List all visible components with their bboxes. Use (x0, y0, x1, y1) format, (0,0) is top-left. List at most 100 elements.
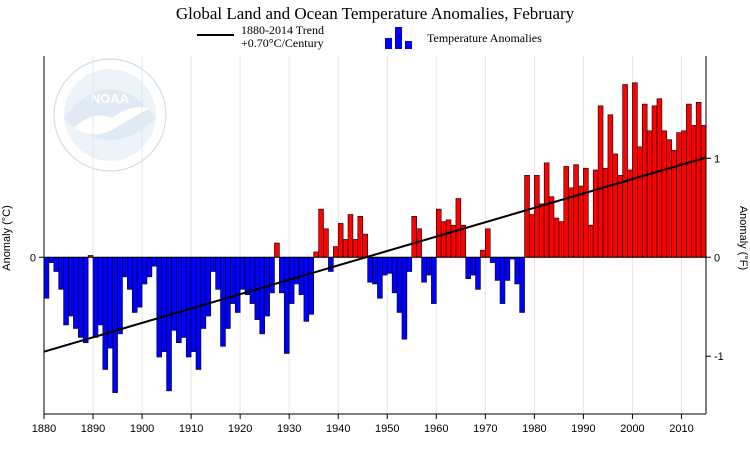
bar-1970 (485, 228, 491, 258)
left-axis-label: Anomaly (°C) (1, 205, 13, 271)
bar-2013 (695, 102, 702, 258)
legend: 1880-2014 Trend +0.70°C/Century Temperat… (197, 23, 542, 50)
bar-1901 (146, 256, 153, 278)
bar-1945 (362, 233, 368, 258)
right-tick-label-0: 0 (714, 252, 720, 264)
x-tick-label-1880: 1880 (32, 423, 56, 435)
bar-1920 (239, 256, 246, 290)
bar-1978 (524, 175, 530, 258)
bar-1955 (411, 216, 417, 258)
bar-1904 (161, 256, 167, 352)
bar-1912 (200, 256, 207, 329)
bar-1968 (475, 256, 481, 290)
bar-1972 (494, 256, 501, 281)
bar-1883 (58, 256, 64, 290)
bar-1928 (279, 256, 285, 294)
bar-1915 (215, 256, 221, 290)
left-tick-label-0: 0 (30, 252, 36, 264)
bar-1907 (176, 256, 182, 344)
trend-line (43, 156, 707, 353)
bar-1982 (543, 162, 550, 258)
bar-1976 (514, 256, 520, 285)
bar-1985 (558, 221, 565, 258)
bar-1967 (470, 256, 476, 276)
legend-bars-label: Temperature Anomalies (427, 31, 542, 45)
bar-1948 (377, 256, 383, 299)
bar-1950 (386, 256, 393, 274)
x-tick-label-1890: 1890 (81, 423, 105, 435)
bar-1892 (102, 256, 109, 370)
bar-1890 (92, 256, 99, 338)
x-tick-label-1930: 1930 (277, 423, 301, 435)
bar-1992 (592, 169, 599, 258)
bar-1900 (141, 256, 148, 285)
bar-1989 (578, 185, 584, 258)
bar-2010 (681, 130, 687, 258)
bar-1913 (205, 256, 212, 317)
bar-1910 (190, 256, 197, 352)
bar-1949 (382, 256, 388, 276)
bar-1979 (529, 214, 535, 258)
bar-2002 (641, 103, 648, 258)
bar-1902 (151, 256, 158, 267)
bar-1971 (489, 256, 496, 263)
bar-1884 (63, 256, 69, 326)
bar-1888 (82, 256, 89, 344)
bar-1962 (445, 219, 452, 258)
bar-1940 (337, 223, 344, 258)
svg-text:NOAA: NOAA (91, 91, 130, 106)
bar-1880 (43, 256, 50, 299)
bar-1947 (372, 256, 378, 285)
bar-2003 (646, 130, 653, 258)
bar-1957 (421, 256, 427, 283)
bar-1899 (136, 256, 143, 308)
bar-1905 (166, 256, 172, 392)
bar-1988 (573, 164, 579, 258)
bar-1996 (612, 153, 619, 258)
bar-1881 (48, 256, 55, 263)
bar-1926 (269, 256, 275, 294)
right-axis-label: Anomaly (°F) (737, 206, 749, 270)
left-axis-ticks: 0 (30, 252, 44, 264)
x-tick-label-1970: 1970 (473, 423, 497, 435)
bar-1986 (563, 166, 569, 258)
bar-1914 (210, 256, 216, 272)
bar-1897 (127, 256, 133, 290)
bar-1935 (313, 251, 319, 258)
bar-1934 (308, 256, 314, 315)
bar-1952 (396, 256, 403, 313)
x-tick-label-1950: 1950 (375, 423, 399, 435)
bar-1999 (627, 169, 633, 258)
bar-1969 (480, 249, 486, 258)
bar-1903 (156, 256, 162, 358)
bar-1911 (195, 256, 202, 370)
bar-1921 (244, 256, 251, 295)
bar-1893 (107, 256, 113, 349)
bar-1906 (171, 256, 177, 331)
bar-2006 (661, 130, 668, 258)
right-axis-ticks: 1 0 -1 (706, 153, 724, 363)
bar-1958 (426, 256, 432, 276)
x-tick-label-1960: 1960 (424, 423, 448, 435)
legend-trend-rate: +0.70°C/Century (241, 36, 324, 50)
bar-1959 (431, 256, 437, 304)
bar-1974 (504, 256, 511, 281)
bar-2007 (666, 139, 672, 258)
bar-1898 (131, 256, 138, 313)
bar-1973 (499, 256, 506, 304)
bar-1886 (73, 256, 79, 329)
bar-1894 (112, 256, 118, 393)
bar-2004 (651, 105, 658, 258)
bar-1980 (534, 175, 540, 258)
bar-1887 (78, 256, 84, 338)
bar-1953 (401, 256, 408, 340)
bar-1998 (622, 84, 628, 258)
bar-1933 (303, 256, 310, 322)
bar-1960 (435, 208, 442, 258)
bar-1944 (357, 216, 364, 258)
bar-1937 (323, 228, 329, 258)
bar-1916 (220, 256, 226, 347)
bar-1977 (519, 256, 525, 313)
bar-2012 (690, 125, 697, 258)
bar-1941 (342, 239, 349, 258)
